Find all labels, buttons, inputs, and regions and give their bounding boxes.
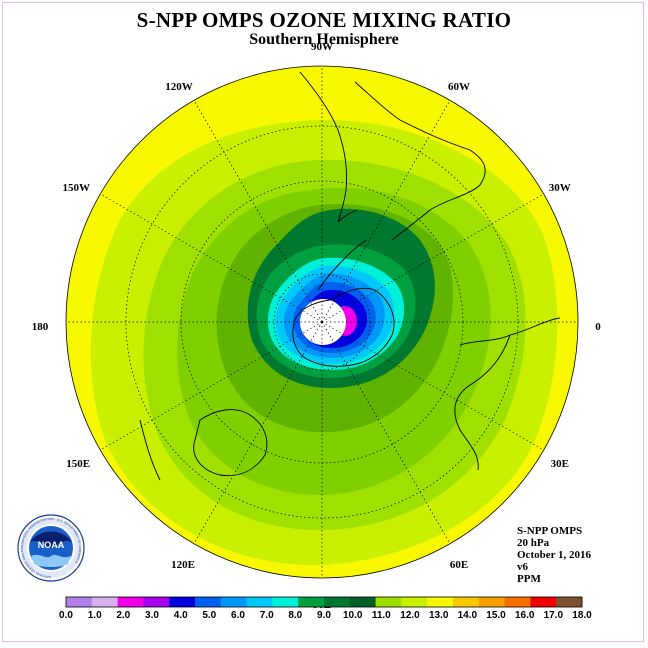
meridian-line	[321, 321, 451, 544]
colorbar-swatch	[143, 597, 170, 607]
longitude-label: 0	[595, 321, 601, 333]
colorbar-swatch	[91, 597, 118, 607]
longitude-label: 90W	[311, 41, 333, 53]
coastline-australia	[139, 409, 268, 481]
colorbar-swatch	[246, 597, 273, 607]
coastline-antarctica	[292, 239, 395, 367]
colorbar-label: 0.0	[59, 610, 73, 621]
colorbar-label: 18.0	[572, 610, 592, 621]
colorbar-swatch	[169, 597, 196, 607]
figure-frame	[2, 2, 644, 642]
longitude-label: 120E	[171, 559, 195, 571]
logo-text: NOAA	[38, 540, 65, 550]
map-title: S-NPP OMPS OZONE MIXING RATIO	[136, 8, 512, 32]
meridian-line	[321, 193, 544, 323]
colorbar-label: 1.0	[88, 610, 102, 621]
colorbar-label: 17.0	[544, 610, 564, 621]
colorbar-label: 15.0	[486, 610, 506, 621]
map-subtitle: Southern Hemisphere	[249, 31, 399, 48]
colorbar-swatch	[478, 597, 505, 607]
colorbar-label: 6.0	[231, 610, 245, 621]
colorbar-swatch	[220, 597, 247, 607]
info-date: October 1, 2016	[517, 549, 592, 561]
colorbar-swatch	[530, 597, 557, 607]
meridian-line	[321, 321, 544, 451]
colorbar-swatch	[272, 597, 299, 607]
colorbar-swatch	[453, 597, 480, 607]
colorbar-label: 11.0	[372, 610, 391, 621]
colorbar-swatch	[401, 597, 428, 607]
colorbar-label: 4.0	[174, 610, 188, 621]
colorbar-label: 12.0	[400, 610, 420, 621]
colorbar-label: 16.0	[515, 610, 535, 621]
colorbar-swatch	[349, 597, 376, 607]
colorbar-swatch	[504, 597, 531, 607]
info-panel: S-NPP OMPS 20 hPa October 1, 2016 v6 PPM	[517, 525, 591, 585]
longitude-label: 30W	[549, 182, 571, 194]
logo-wave	[31, 554, 71, 567]
info-version: v6	[517, 561, 528, 573]
colorbar-border	[65, 596, 583, 608]
coastlines	[139, 71, 561, 481]
colorbar-label: 14.0	[458, 610, 478, 621]
longitude-labels: 90W60W30W030E60E90E120E150E180150W120W	[32, 41, 602, 611]
logo-bird	[30, 531, 72, 548]
longitude-label: 150W	[62, 182, 90, 194]
longitude-label: 60E	[450, 559, 468, 571]
coastline-south-america	[299, 71, 486, 241]
meridian-line	[100, 321, 323, 451]
colorbar-swatch	[375, 597, 402, 607]
colorbar-label: 13.0	[429, 610, 449, 621]
longitude-label: 180	[32, 321, 49, 333]
colorbar-label: 5.0	[202, 610, 216, 621]
colorbar-label: 10.0	[343, 610, 363, 621]
longitude-label: 30E	[551, 458, 569, 470]
info-instrument: S-NPP OMPS	[517, 525, 583, 537]
colorbar-swatch	[66, 597, 93, 607]
colorbar-swatch	[324, 597, 351, 607]
colorbar-label: 2.0	[116, 610, 130, 621]
map-boundary	[65, 65, 579, 579]
colorbar-label: 9.0	[317, 610, 331, 621]
colorbar-swatch	[427, 597, 454, 607]
colorbar: 0.0 1.0 2.0 3.0 4.0 5.0 6.0 7.0 8.0 9.0 10.0 11.0 12…	[59, 596, 592, 621]
colorbar-swatch	[117, 597, 144, 607]
colorbar-swatch	[556, 597, 583, 607]
colorbar-label: 3.0	[145, 610, 159, 621]
info-units: PPM	[517, 573, 541, 585]
longitude-label: 120W	[165, 81, 193, 93]
colorbar-swatch	[195, 597, 222, 607]
noaa-logo: NOAA NATIONAL OCEANIC AND ATMOSPHERIC AD…	[17, 514, 85, 582]
meridian-line	[193, 321, 323, 544]
meridian-lines	[66, 66, 578, 578]
colorbar-label: 8.0	[288, 610, 302, 621]
meridian-line	[100, 193, 323, 323]
colorbar-label: 7.0	[260, 610, 274, 621]
longitude-label: 150E	[66, 458, 90, 470]
meridian-line	[193, 100, 323, 323]
colorbar-swatch	[298, 597, 325, 607]
logo-ring-band	[21, 518, 81, 578]
coastline-africa	[454, 317, 561, 471]
longitude-label: 60W	[448, 81, 470, 93]
meridian-line	[321, 100, 451, 323]
info-level: 20 hPa	[517, 537, 550, 549]
